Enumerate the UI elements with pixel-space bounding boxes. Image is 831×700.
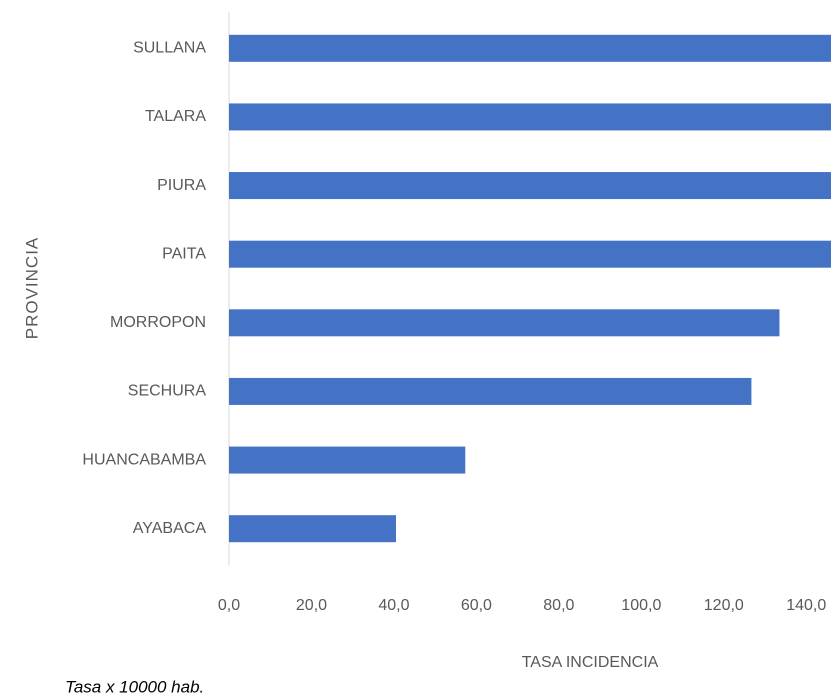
x-tick-label: 60,0 [461, 597, 492, 614]
bars [229, 34, 831, 543]
y-tick-label: PAITA [162, 245, 206, 262]
x-tick-label: 140,0 [786, 597, 826, 614]
bar [229, 103, 831, 131]
x-tick-label: 80,0 [543, 597, 574, 614]
bar [229, 172, 831, 200]
bar [229, 515, 396, 543]
y-tick-label: MORROPON [110, 314, 206, 331]
bar [229, 446, 466, 474]
bar [229, 34, 831, 62]
bar [229, 309, 780, 337]
y-axis-title: PROVINCIA [22, 237, 41, 340]
x-tick-label: 20,0 [296, 597, 327, 614]
y-tick-label: HUANCABAMBA [82, 451, 206, 468]
bar [229, 377, 752, 405]
y-tick-label: PIURA [157, 177, 206, 194]
y-tick-label: TALARA [145, 108, 206, 125]
y-tick-label: SULLANA [133, 40, 206, 57]
y-tick-label: SECHURA [128, 383, 207, 400]
x-tick-label: 40,0 [378, 597, 409, 614]
y-tick-label: AYABACA [133, 520, 207, 537]
bar [229, 240, 831, 268]
x-tick-label: 120,0 [704, 597, 744, 614]
x-tick-label: 0,0 [218, 597, 240, 614]
x-tick-label: 100,0 [621, 597, 661, 614]
note: Tasa x 10000 hab. [65, 677, 204, 696]
x-axis-title: TASA INCIDENCIA [522, 654, 659, 671]
